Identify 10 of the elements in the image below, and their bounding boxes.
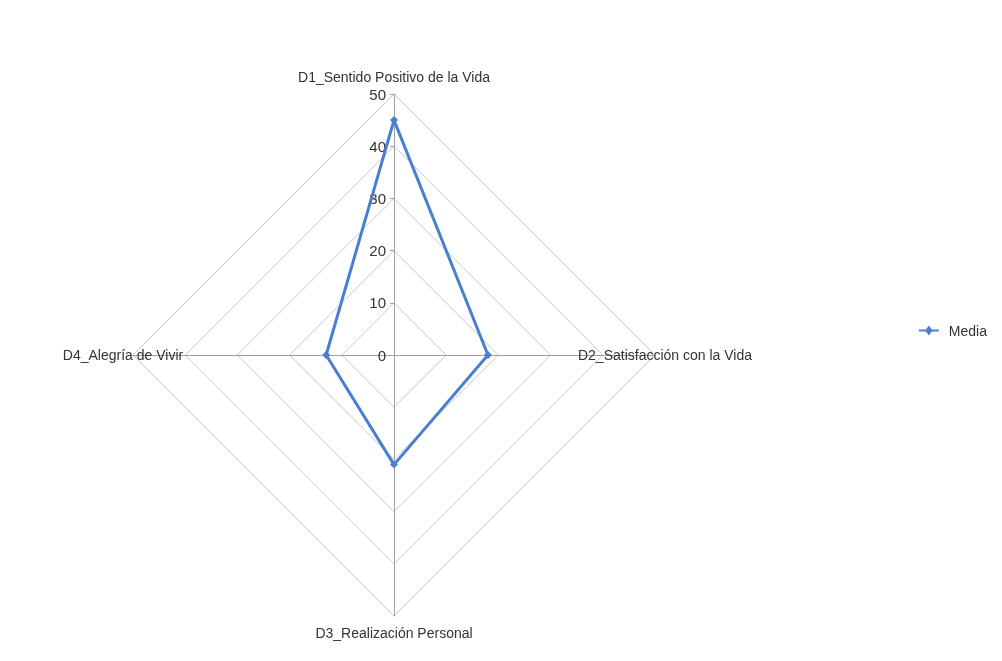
y-tick-label: 40 — [369, 137, 386, 155]
spoke-label: D2_Satisfacción con la Vida — [577, 347, 753, 363]
spoke-label: D1_Sentido Positivo de la Vida — [298, 69, 491, 85]
legend-label: Media — [948, 322, 988, 339]
spoke-label: D3_Realización Personal — [315, 625, 473, 641]
y-tick-label: 50 — [369, 85, 386, 103]
spoke-label: D4_Alegría de Vivir — [62, 347, 184, 363]
y-tick-label: 0 — [377, 346, 386, 364]
y-tick-label: 20 — [369, 242, 386, 260]
y-tick-label: 10 — [369, 294, 386, 312]
